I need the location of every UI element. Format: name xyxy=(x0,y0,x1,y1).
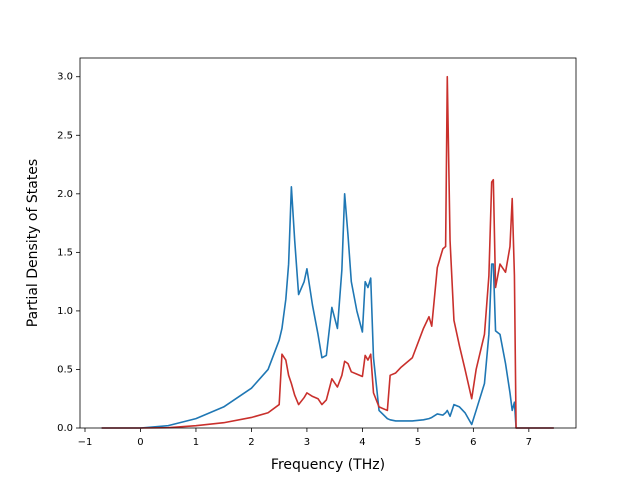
x-tick-label: 7 xyxy=(526,437,532,448)
x-tick-label: 1 xyxy=(193,437,199,448)
x-tick-label: 4 xyxy=(359,437,365,448)
y-axis-label: Partial Density of States xyxy=(25,159,41,327)
x-tick-label: 0 xyxy=(137,437,143,448)
y-tick-label: 2.0 xyxy=(57,189,73,200)
x-tick-label: 6 xyxy=(470,437,476,448)
y-tick-label: 0.5 xyxy=(57,364,73,375)
y-tick-label: 2.5 xyxy=(57,130,73,141)
x-tick-label: 2 xyxy=(248,437,254,448)
y-tick-label: 3.0 xyxy=(57,72,73,83)
series-line xyxy=(101,186,554,429)
x-tick-label: −1 xyxy=(78,437,93,448)
x-axis-label: Frequency (THz) xyxy=(271,457,385,473)
y-tick-label: 0.0 xyxy=(57,423,73,434)
x-tick-label: 3 xyxy=(304,437,310,448)
y-tick-label: 1.5 xyxy=(57,247,73,258)
x-tick-label: 5 xyxy=(415,437,421,448)
series-line xyxy=(101,75,554,429)
plot-frame xyxy=(79,57,577,429)
y-tick-label: 1.0 xyxy=(57,306,73,317)
